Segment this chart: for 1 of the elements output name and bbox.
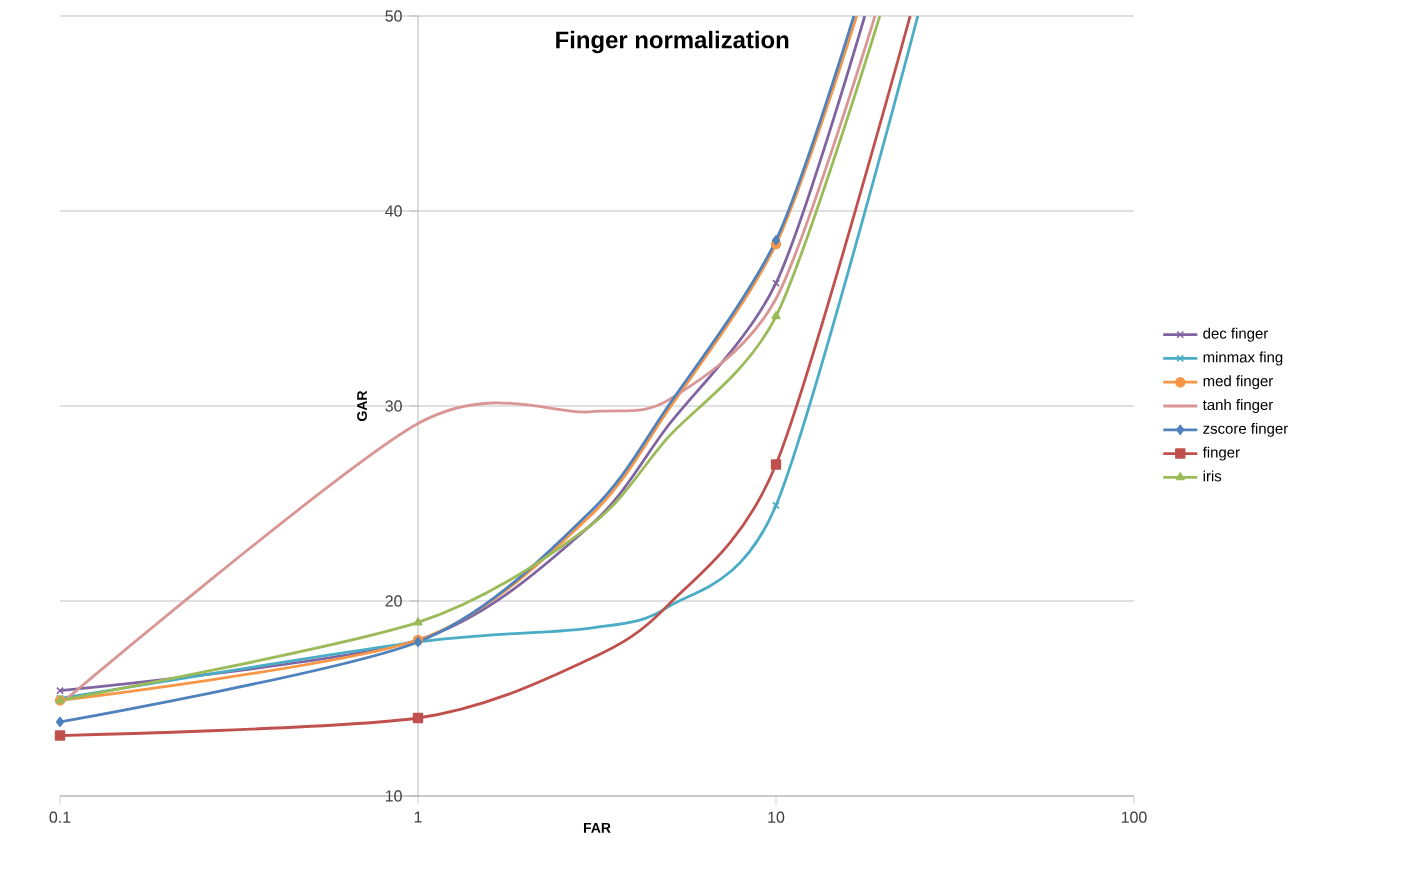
text: Finger normalization: [556, 30, 789, 54]
